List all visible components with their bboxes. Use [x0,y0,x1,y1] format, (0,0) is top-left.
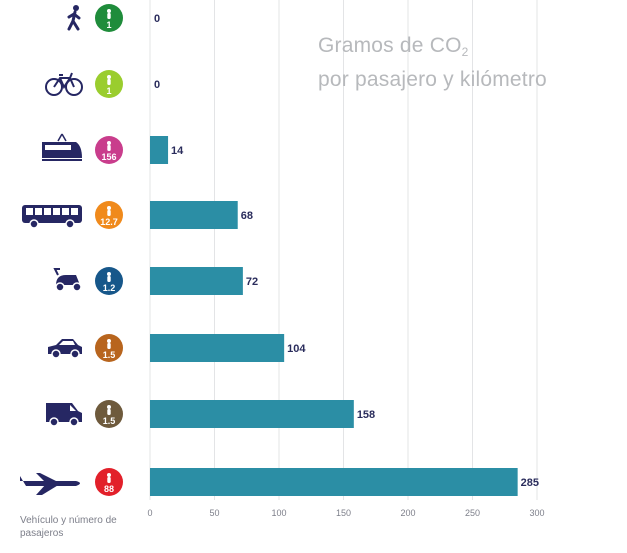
bar [150,136,169,164]
x-tick-label: 50 [209,508,219,518]
passenger-badge [95,136,123,164]
x-tick-label: 0 [147,508,152,518]
van-icon [46,403,82,427]
chart-title: Gramos de CO2 por pasajero y kilómetro [318,32,547,94]
passenger-count: 88 [104,484,114,494]
passenger-badge [95,70,123,98]
bar-value-label: 104 [287,343,306,355]
passenger-badge [95,334,123,362]
bicycle-icon [45,72,83,96]
title-subscript: 2 [461,45,469,59]
passenger-count: 156 [101,152,116,162]
bar-value-label: 14 [171,145,184,157]
bar [150,201,238,229]
x-tick-label: 150 [336,508,351,518]
passenger-badge [95,4,123,32]
passenger-count: 1.2 [103,283,116,293]
bar-value-label: 285 [521,477,539,489]
passenger-count: 1.5 [103,350,116,360]
passenger-count: 1.5 [103,416,116,426]
bar [150,468,518,496]
x-tick-label: 250 [465,508,480,518]
bar [150,334,285,362]
bus-icon [22,205,82,229]
passenger-count: 1 [106,86,111,96]
passenger-badge [95,400,123,428]
bar [150,267,243,295]
tram-icon [42,133,82,161]
walking-person-icon [67,5,81,31]
bar-value-label: 72 [246,276,258,288]
x-tick-label: 200 [400,508,415,518]
bar-value-label: 0 [154,13,160,25]
airplane-icon [20,473,80,495]
x-tick-label: 100 [271,508,286,518]
bar [150,400,354,428]
bar-value-label: 158 [357,409,375,421]
bar-value-label: 0 [154,79,160,91]
passenger-badge [95,468,123,496]
x-tick-label: 300 [529,508,544,518]
passenger-badge [95,267,123,295]
scooter-icon [53,268,82,292]
passenger-count: 12.7 [100,217,118,227]
bar-value-label: 68 [241,210,253,222]
passenger-count: 1 [106,20,111,30]
passenger-badge [95,201,123,229]
axis-caption: Vehículo y número de pasajeros [20,515,117,539]
title-line-2: por pasajero y kilómetro [318,68,547,91]
car-icon [48,339,82,359]
title-line-1: Gramos de CO [318,34,462,57]
